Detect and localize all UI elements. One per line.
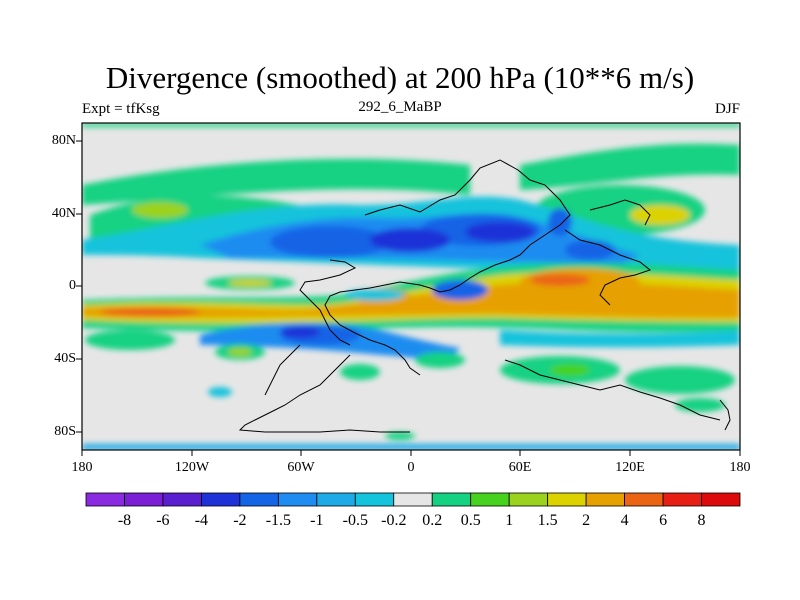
colorbar-swatch — [316, 492, 356, 507]
y-tick-label: 40S — [54, 351, 76, 366]
colorbar-swatch — [585, 492, 625, 507]
colorbar-label: -1 — [310, 512, 324, 529]
x-tick-label: 120E — [615, 460, 645, 475]
colorbar-swatch — [277, 492, 318, 507]
coastlines — [238, 159, 731, 433]
colorbar-label: 1 — [505, 512, 514, 529]
colorbar-swatch — [547, 492, 587, 507]
colorbar-label: -2 — [233, 512, 247, 529]
x-tick-label: 60E — [508, 460, 532, 475]
y-tick-label: 80N — [51, 133, 76, 148]
colorbar-swatch — [470, 492, 510, 507]
y-tick-label: 40N — [51, 206, 76, 221]
season-label: DJF — [714, 101, 740, 117]
axis-ticks — [76, 140, 741, 456]
colorbar-label: -0.5 — [342, 512, 368, 529]
colorbar-swatch — [701, 492, 741, 507]
period-label: 292_6_MaBP — [358, 99, 442, 115]
y-tick-label: 0 — [69, 278, 76, 293]
x-tick-label: 180 — [71, 460, 93, 475]
colorbar-label: 1.5 — [537, 512, 558, 529]
map-title: Divergence (smoothed) at 200 hPa (10**6 … — [105, 60, 695, 95]
colorbar-swatch — [354, 492, 395, 507]
colorbar-label: -6 — [156, 512, 170, 529]
colorbar-label: 6 — [659, 512, 668, 529]
colorbar-swatch — [662, 492, 702, 507]
experiment-label: Expt = tfKsg — [82, 101, 160, 117]
colorbar-label: -1.5 — [265, 512, 292, 529]
colorbar-swatch — [624, 492, 664, 507]
colorbar-label: -0.2 — [381, 512, 407, 529]
colorbar-swatch — [508, 492, 549, 507]
x-tick-label: 0 — [407, 460, 415, 475]
colorbar-label: -8 — [117, 512, 132, 529]
colorbar-swatch — [201, 492, 241, 507]
field-shading — [82, 123, 740, 450]
colorbar-label: 4 — [620, 512, 629, 529]
colorbar-label: -4 — [194, 512, 209, 529]
colorbar-swatch — [162, 492, 202, 507]
colorbar-swatch — [85, 492, 125, 507]
colorbar-label: 8 — [697, 512, 706, 529]
colorbar-swatch — [431, 492, 472, 507]
colorbar-label: 0.5 — [460, 512, 481, 529]
colorbar — [85, 492, 741, 507]
colorbar-swatch — [239, 492, 279, 507]
y-tick-label: 80S — [54, 424, 76, 439]
x-tick-label: 120W — [174, 460, 210, 475]
x-tick-label: 60W — [287, 460, 315, 475]
colorbar-label: 0.2 — [422, 512, 443, 529]
colorbar-swatch — [124, 492, 164, 507]
x-tick-label: 180 — [729, 460, 751, 475]
colorbar-label: 2 — [582, 512, 591, 529]
colorbar-swatch — [393, 492, 433, 507]
